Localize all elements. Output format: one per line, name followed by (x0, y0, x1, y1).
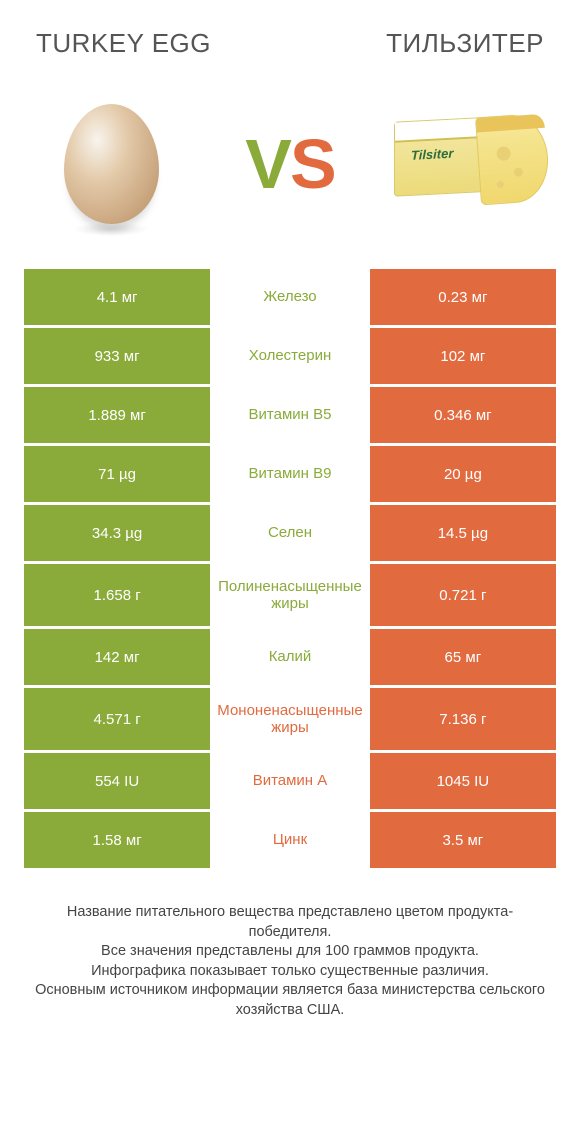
vs-label: VS (245, 124, 334, 204)
table-row: 71 µgВитамин B920 µg (24, 446, 556, 502)
table-row: 554 IUВитамин A1045 IU (24, 753, 556, 809)
nutrient-label-cell: Витамин B9 (210, 446, 370, 502)
right-value-cell: 65 мг (370, 629, 556, 685)
right-value-cell: 102 мг (370, 328, 556, 384)
table-row: 4.1 мгЖелезо0.23 мг (24, 269, 556, 325)
left-product-title: TURKEY EGG (36, 28, 211, 59)
left-value-cell: 933 мг (24, 328, 210, 384)
right-product-image: Tilsiter (394, 89, 544, 239)
cheese-pack-label: Tilsiter (411, 146, 453, 163)
left-value-cell: 1.58 мг (24, 812, 210, 868)
right-value-cell: 0.346 мг (370, 387, 556, 443)
table-row: 1.889 мгВитамин B50.346 мг (24, 387, 556, 443)
footer-line-3: Инфографика показывает только существенн… (28, 962, 552, 982)
left-value-cell: 4.571 г (24, 688, 210, 750)
left-value-cell: 1.889 мг (24, 387, 210, 443)
left-value-cell: 554 IU (24, 753, 210, 809)
right-value-cell: 7.136 г (370, 688, 556, 750)
left-value-cell: 71 µg (24, 446, 210, 502)
vs-v: V (245, 125, 290, 203)
egg-icon (64, 104, 159, 224)
footer-notes: Название питательного вещества представл… (0, 871, 580, 1020)
right-product-title: ТИЛЬЗИТЕР (386, 28, 544, 59)
nutrient-label-cell: Железо (210, 269, 370, 325)
images-row: VS Tilsiter (0, 69, 580, 269)
left-value-cell: 142 мг (24, 629, 210, 685)
right-value-cell: 1045 IU (370, 753, 556, 809)
table-row: 1.58 мгЦинк3.5 мг (24, 812, 556, 868)
table-row: 4.571 гМононенасыщенные жиры7.136 г (24, 688, 556, 750)
right-value-cell: 0.23 мг (370, 269, 556, 325)
right-value-cell: 0.721 г (370, 564, 556, 626)
header: TURKEY EGG ТИЛЬЗИТЕР (0, 0, 580, 69)
right-value-cell: 14.5 µg (370, 505, 556, 561)
cheese-icon: Tilsiter (394, 109, 544, 219)
nutrient-label-cell: Цинк (210, 812, 370, 868)
table-row: 142 мгКалий65 мг (24, 629, 556, 685)
footer-line-1: Название питательного вещества представл… (28, 903, 552, 942)
vs-s: S (290, 125, 335, 203)
comparison-table: 4.1 мгЖелезо0.23 мг933 мгХолестерин102 м… (0, 269, 580, 868)
table-row: 933 мгХолестерин102 мг (24, 328, 556, 384)
right-value-cell: 20 µg (370, 446, 556, 502)
nutrient-label-cell: Холестерин (210, 328, 370, 384)
nutrient-label-cell: Мононенасыщенные жиры (210, 688, 370, 750)
left-value-cell: 34.3 µg (24, 505, 210, 561)
nutrient-label-cell: Витамин A (210, 753, 370, 809)
table-row: 1.658 гПолиненасыщенные жиры0.721 г (24, 564, 556, 626)
nutrient-label-cell: Витамин B5 (210, 387, 370, 443)
nutrient-label-cell: Полиненасыщенные жиры (210, 564, 370, 626)
footer-line-4: Основным источником информации является … (28, 981, 552, 1020)
nutrient-label-cell: Калий (210, 629, 370, 685)
table-row: 34.3 µgСелен14.5 µg (24, 505, 556, 561)
left-value-cell: 1.658 г (24, 564, 210, 626)
footer-line-2: Все значения представлены для 100 граммо… (28, 942, 552, 962)
left-value-cell: 4.1 мг (24, 269, 210, 325)
right-value-cell: 3.5 мг (370, 812, 556, 868)
left-product-image (36, 89, 186, 239)
nutrient-label-cell: Селен (210, 505, 370, 561)
